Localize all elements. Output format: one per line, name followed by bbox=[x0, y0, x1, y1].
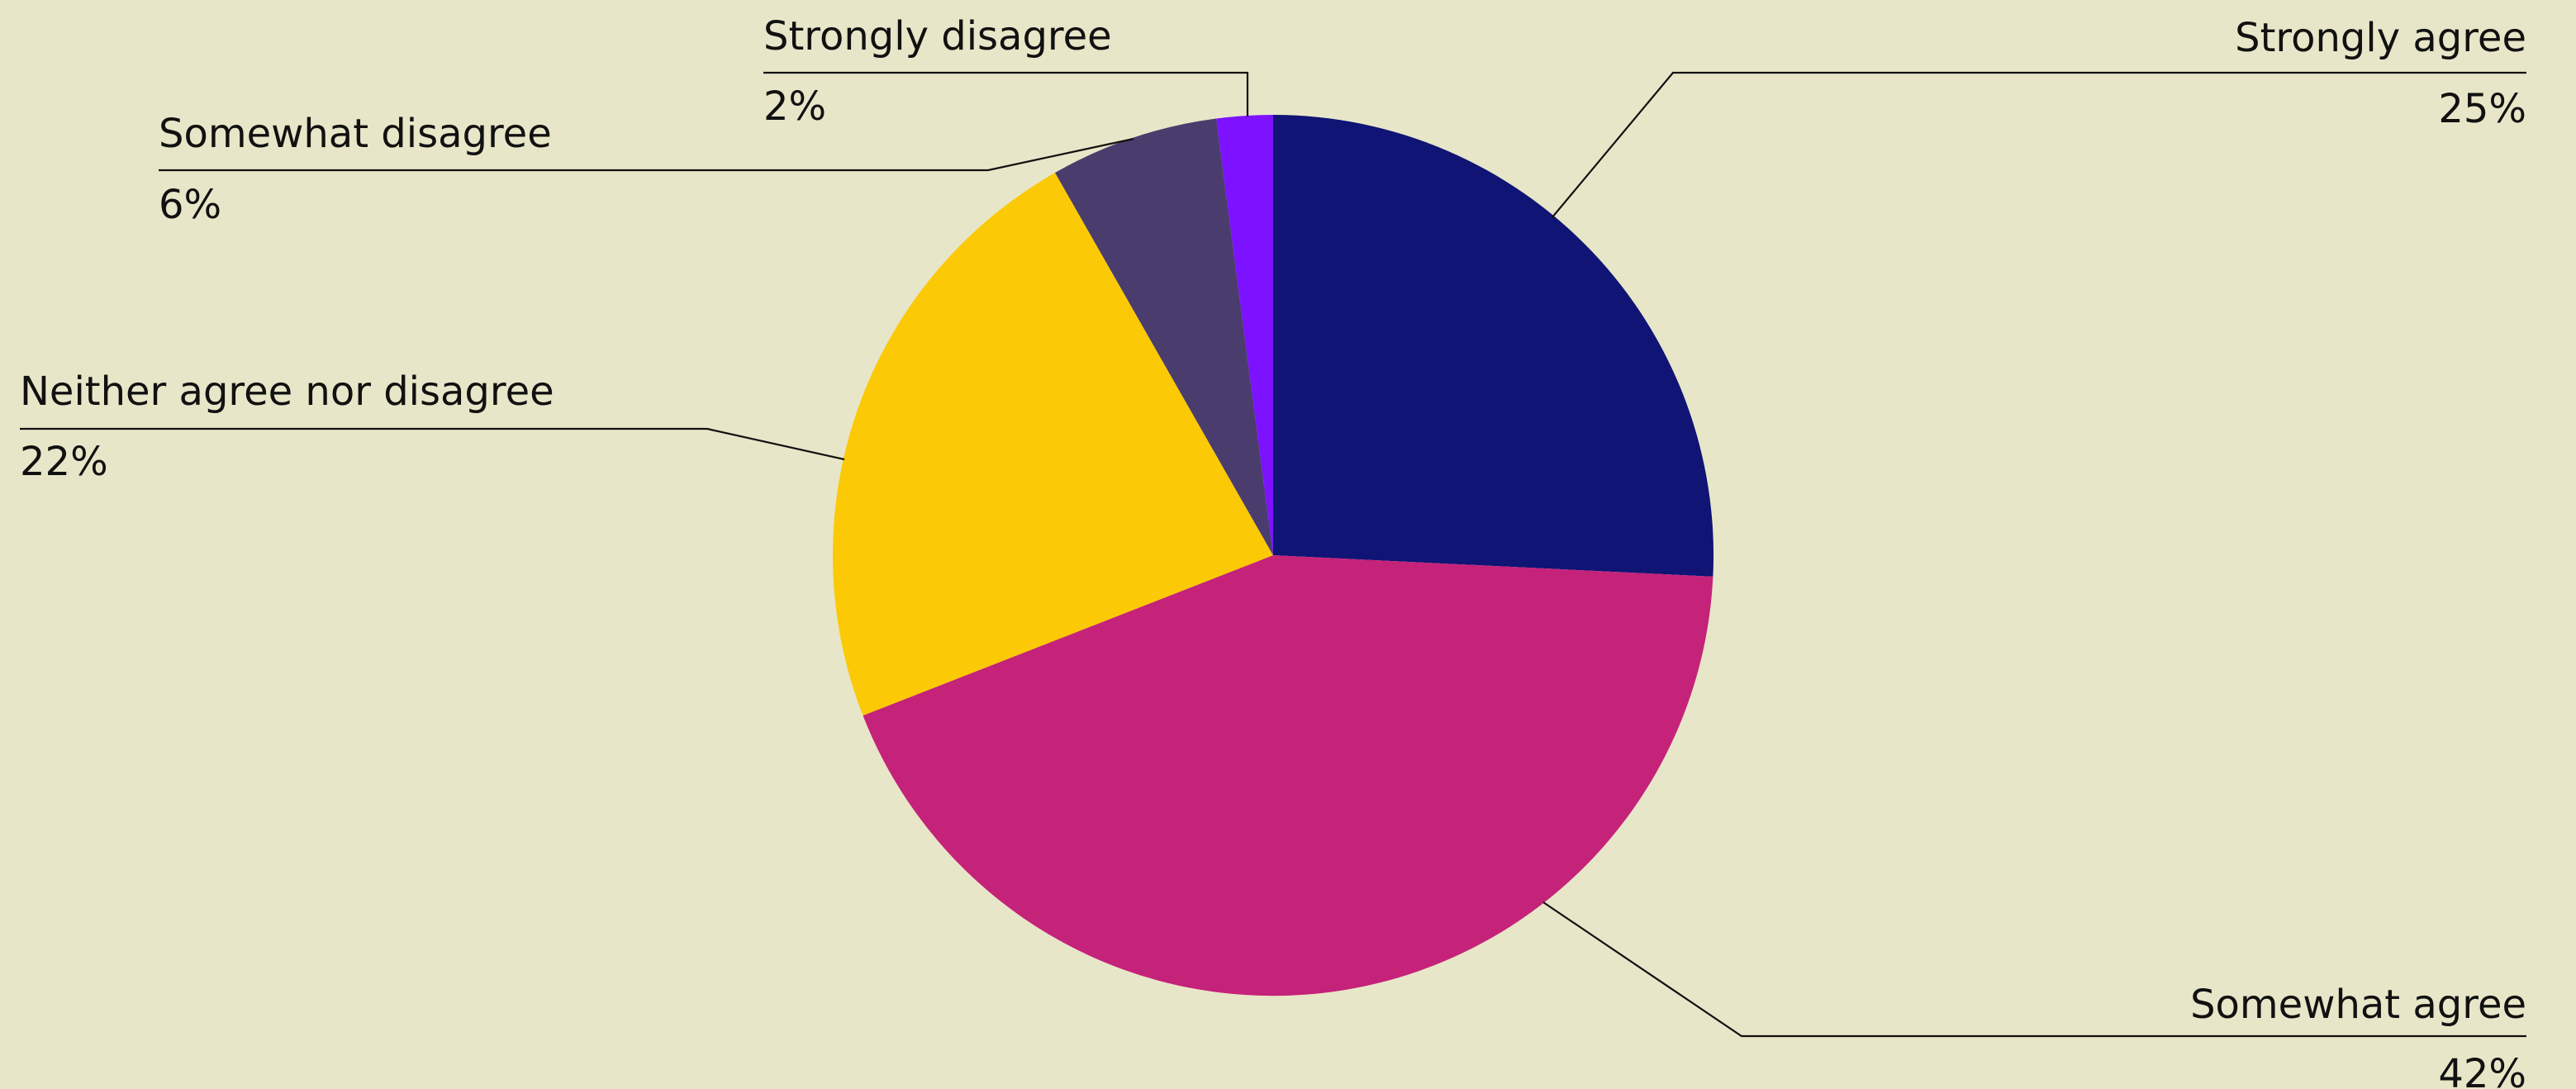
value-somewhat-disagree: 6% bbox=[159, 182, 221, 228]
label-somewhat-agree: Somewhat agree bbox=[2190, 982, 2526, 1028]
leader-strongly-disagree bbox=[763, 73, 1248, 117]
pie-slice-strongly-agree bbox=[1273, 115, 1713, 577]
label-neither: Neither agree nor disagree bbox=[20, 369, 554, 415]
value-neither: 22% bbox=[20, 439, 108, 485]
label-somewhat-disagree: Somewhat disagree bbox=[159, 111, 552, 157]
value-strongly-agree: 25% bbox=[2438, 86, 2526, 132]
value-somewhat-agree: 42% bbox=[2438, 1051, 2526, 1089]
label-strongly-disagree: Strongly disagree bbox=[763, 13, 1112, 59]
value-strongly-disagree: 2% bbox=[763, 83, 826, 130]
label-strongly-agree: Strongly agree bbox=[2235, 15, 2526, 61]
leader-neither bbox=[20, 429, 844, 459]
pie-slices bbox=[833, 115, 1713, 996]
leader-strongly-agree bbox=[1552, 73, 2526, 218]
